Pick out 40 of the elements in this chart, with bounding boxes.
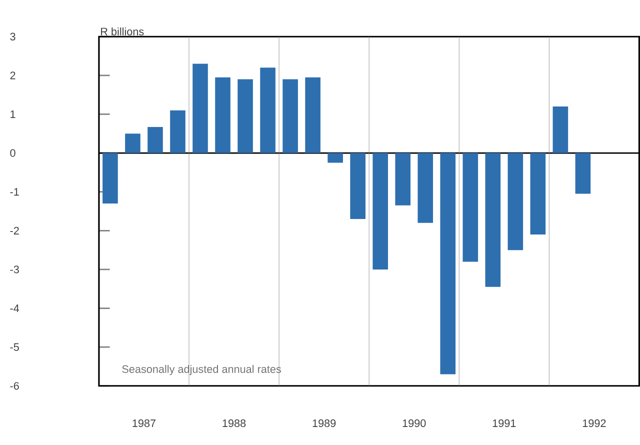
y-axis-title: R billions xyxy=(101,27,144,36)
y-tick-label: -2 xyxy=(10,226,19,234)
x-tick-label: 1990 xyxy=(402,419,426,427)
x-tick-label: 1988 xyxy=(222,419,246,427)
bar xyxy=(148,126,163,153)
bar xyxy=(395,152,410,206)
x-tick-label: 1987 xyxy=(132,419,156,427)
bar xyxy=(215,77,230,153)
y-tick-label: -1 xyxy=(10,188,19,196)
bar xyxy=(305,77,320,153)
bar xyxy=(418,152,434,223)
bar xyxy=(125,134,140,153)
bar xyxy=(102,152,118,204)
bar xyxy=(552,106,568,153)
y-tick-label: 0 xyxy=(10,149,16,157)
bar xyxy=(508,152,524,250)
bar xyxy=(485,152,501,287)
annotation: Seasonally adjusted annual rates xyxy=(122,364,281,375)
bar xyxy=(462,152,478,262)
bar xyxy=(575,152,591,194)
y-tick-label: 1 xyxy=(10,110,16,118)
bar xyxy=(440,152,456,374)
bar xyxy=(372,152,388,270)
bar xyxy=(530,152,546,234)
bar xyxy=(282,79,298,153)
y-tick-label: 3 xyxy=(10,32,16,40)
y-tick-label: -3 xyxy=(10,266,19,274)
y-tick-label: -4 xyxy=(10,304,20,312)
y-tick-label: -5 xyxy=(10,343,19,351)
x-tick-label: 1991 xyxy=(492,419,516,427)
bar xyxy=(238,79,253,153)
x-tick-label: 1992 xyxy=(582,419,606,427)
y-tick-label: 2 xyxy=(10,72,16,80)
bar xyxy=(170,110,186,153)
bar xyxy=(350,152,366,219)
y-tick-label: -6 xyxy=(10,382,19,390)
bar xyxy=(192,64,208,153)
bar xyxy=(260,68,276,153)
bar xyxy=(328,152,343,163)
x-tick-label: 1989 xyxy=(312,419,336,427)
